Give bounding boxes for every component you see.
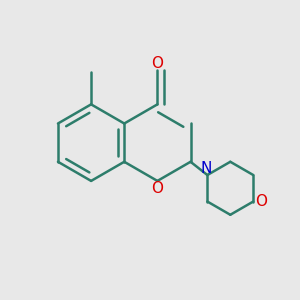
Text: N: N [200,161,212,176]
Text: O: O [152,181,164,196]
Text: O: O [256,194,268,209]
Text: O: O [152,56,164,71]
